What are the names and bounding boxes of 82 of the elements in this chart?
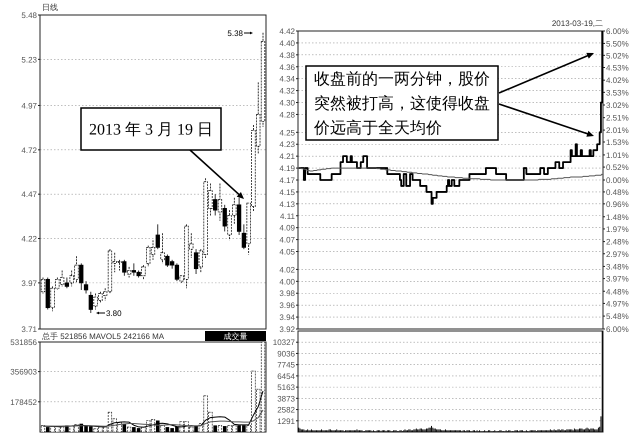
y-tick-label: 9036 (277, 349, 296, 358)
y-tick-label: 4.40 (279, 38, 296, 48)
y2-tick-label: 1.01% (606, 150, 629, 160)
annotation: 5.38 (227, 29, 244, 38)
bar (218, 425, 222, 432)
text: 成交量 (224, 332, 248, 341)
y-tick-label: 4.42 (279, 27, 296, 36)
y-tick-label: 4.47 (21, 190, 38, 200)
y2-tick-label: 6.00% (606, 27, 629, 36)
y-tick-label: 4.36 (279, 62, 296, 72)
y-tick-label: 4.21 (279, 152, 296, 162)
annotation: 3.80 (106, 309, 122, 318)
y-tick-label: 4.28 (279, 110, 296, 120)
y-tick-label: 5163 (277, 383, 296, 392)
y2-tick-label: 5.48% (606, 312, 629, 322)
line-series (42, 410, 264, 427)
y2-tick-label: 4.48% (606, 287, 629, 296)
y2-tick-label: 3.53% (606, 88, 629, 98)
y-tick-label: 4.97 (21, 101, 38, 110)
y2-tick-label: 0.52% (606, 163, 629, 172)
y2-tick-label: 0.48% (606, 188, 629, 197)
y-tick-label: 4.32 (279, 86, 296, 96)
y2-tick-label: 2.51% (606, 114, 629, 123)
y-tick-label: 531856 (10, 338, 38, 347)
y-tick-label: 4.09 (279, 224, 296, 233)
y-tick-label: 4.25 (279, 128, 296, 138)
y2-tick-label: 4.53% (606, 64, 629, 73)
y2-tick-label: 2.97% (606, 250, 629, 259)
y2-tick-label: 1.97% (606, 224, 629, 234)
y2-tick-label: 0.96% (606, 200, 629, 209)
y2-tick-label: 1.53% (606, 138, 629, 148)
y-tick-label: 4.13 (279, 200, 296, 209)
y-tick-label: 7745 (277, 360, 296, 370)
y-tick-label: 3.96 (279, 301, 296, 310)
y-tick-label: 6454 (277, 372, 296, 381)
y-tick-label: 10327 (272, 338, 296, 348)
y-tick-label: 4.05 (279, 248, 296, 257)
y-tick-label: 4.07 (279, 236, 296, 245)
y-tick-label: 4.38 (279, 50, 296, 60)
annotation: 2013 年 3 月 19 日 (89, 122, 213, 138)
y2-tick-label: 6.00% (606, 325, 629, 334)
y2-tick-label: 1.48% (606, 212, 629, 222)
y-tick-label: 2582 (277, 406, 296, 415)
candlestick (84, 280, 88, 294)
y-tick-label: 4.72 (21, 146, 38, 155)
y2-tick-label: 5.02% (606, 51, 629, 60)
y-tick-label: 4.19 (279, 164, 296, 174)
y-tick-label: 4.23 (279, 140, 296, 150)
annotation: 收盘前的一两分钟，股价突然被打高，这使得收盘价远高于全天均价 (313, 70, 490, 138)
y2-tick-label: 5.50% (606, 39, 629, 48)
y2-tick-label: 0.00% (606, 176, 629, 185)
y-tick-label: 178452 (10, 398, 38, 407)
y2-tick-label: 2.48% (606, 238, 629, 247)
y-tick-label: 3.97 (21, 278, 38, 288)
y2-tick-label: 3.02% (606, 101, 629, 110)
y-tick-label: 4.22 (21, 234, 38, 244)
y-tick-label: 3.71 (21, 325, 38, 334)
y-tick-label: 4.15 (279, 188, 296, 197)
y-tick-label: 5.48 (21, 11, 38, 20)
y-tick-label: 5.23 (21, 55, 38, 64)
y2-tick-label: 4.02% (606, 76, 629, 86)
y-tick-label: 4.02 (279, 265, 296, 274)
y-tick-label: 4.00 (279, 277, 296, 286)
y2-tick-label: 2.01% (606, 126, 629, 136)
y-tick-label: 1291 (277, 416, 296, 426)
chart-title: 日线 (42, 3, 58, 12)
y-tick-label: 356903 (10, 368, 38, 377)
y2-tick-label: 3.97% (606, 274, 629, 284)
line-series (298, 168, 603, 180)
y-tick-label: 4.11 (280, 212, 296, 221)
bar (126, 426, 132, 432)
y-tick-label: 3.94 (279, 313, 296, 322)
y-tick-label: 3.98 (279, 289, 296, 298)
y2-tick-label: 4.97% (606, 299, 629, 308)
chart-title: 2013-03-19,二 (552, 19, 603, 28)
chart-title: 总手 521856 MAVOL5 242166 MA (41, 332, 165, 341)
y-tick-label: 4.17 (279, 176, 296, 185)
y2-tick-label: 3.48% (606, 262, 629, 272)
y-tick-label: 3.92 (279, 325, 296, 334)
y-tick-label: 4.34 (279, 74, 296, 84)
y-tick-label: 3873 (277, 394, 296, 404)
y-tick-label: 4.30 (279, 98, 296, 108)
